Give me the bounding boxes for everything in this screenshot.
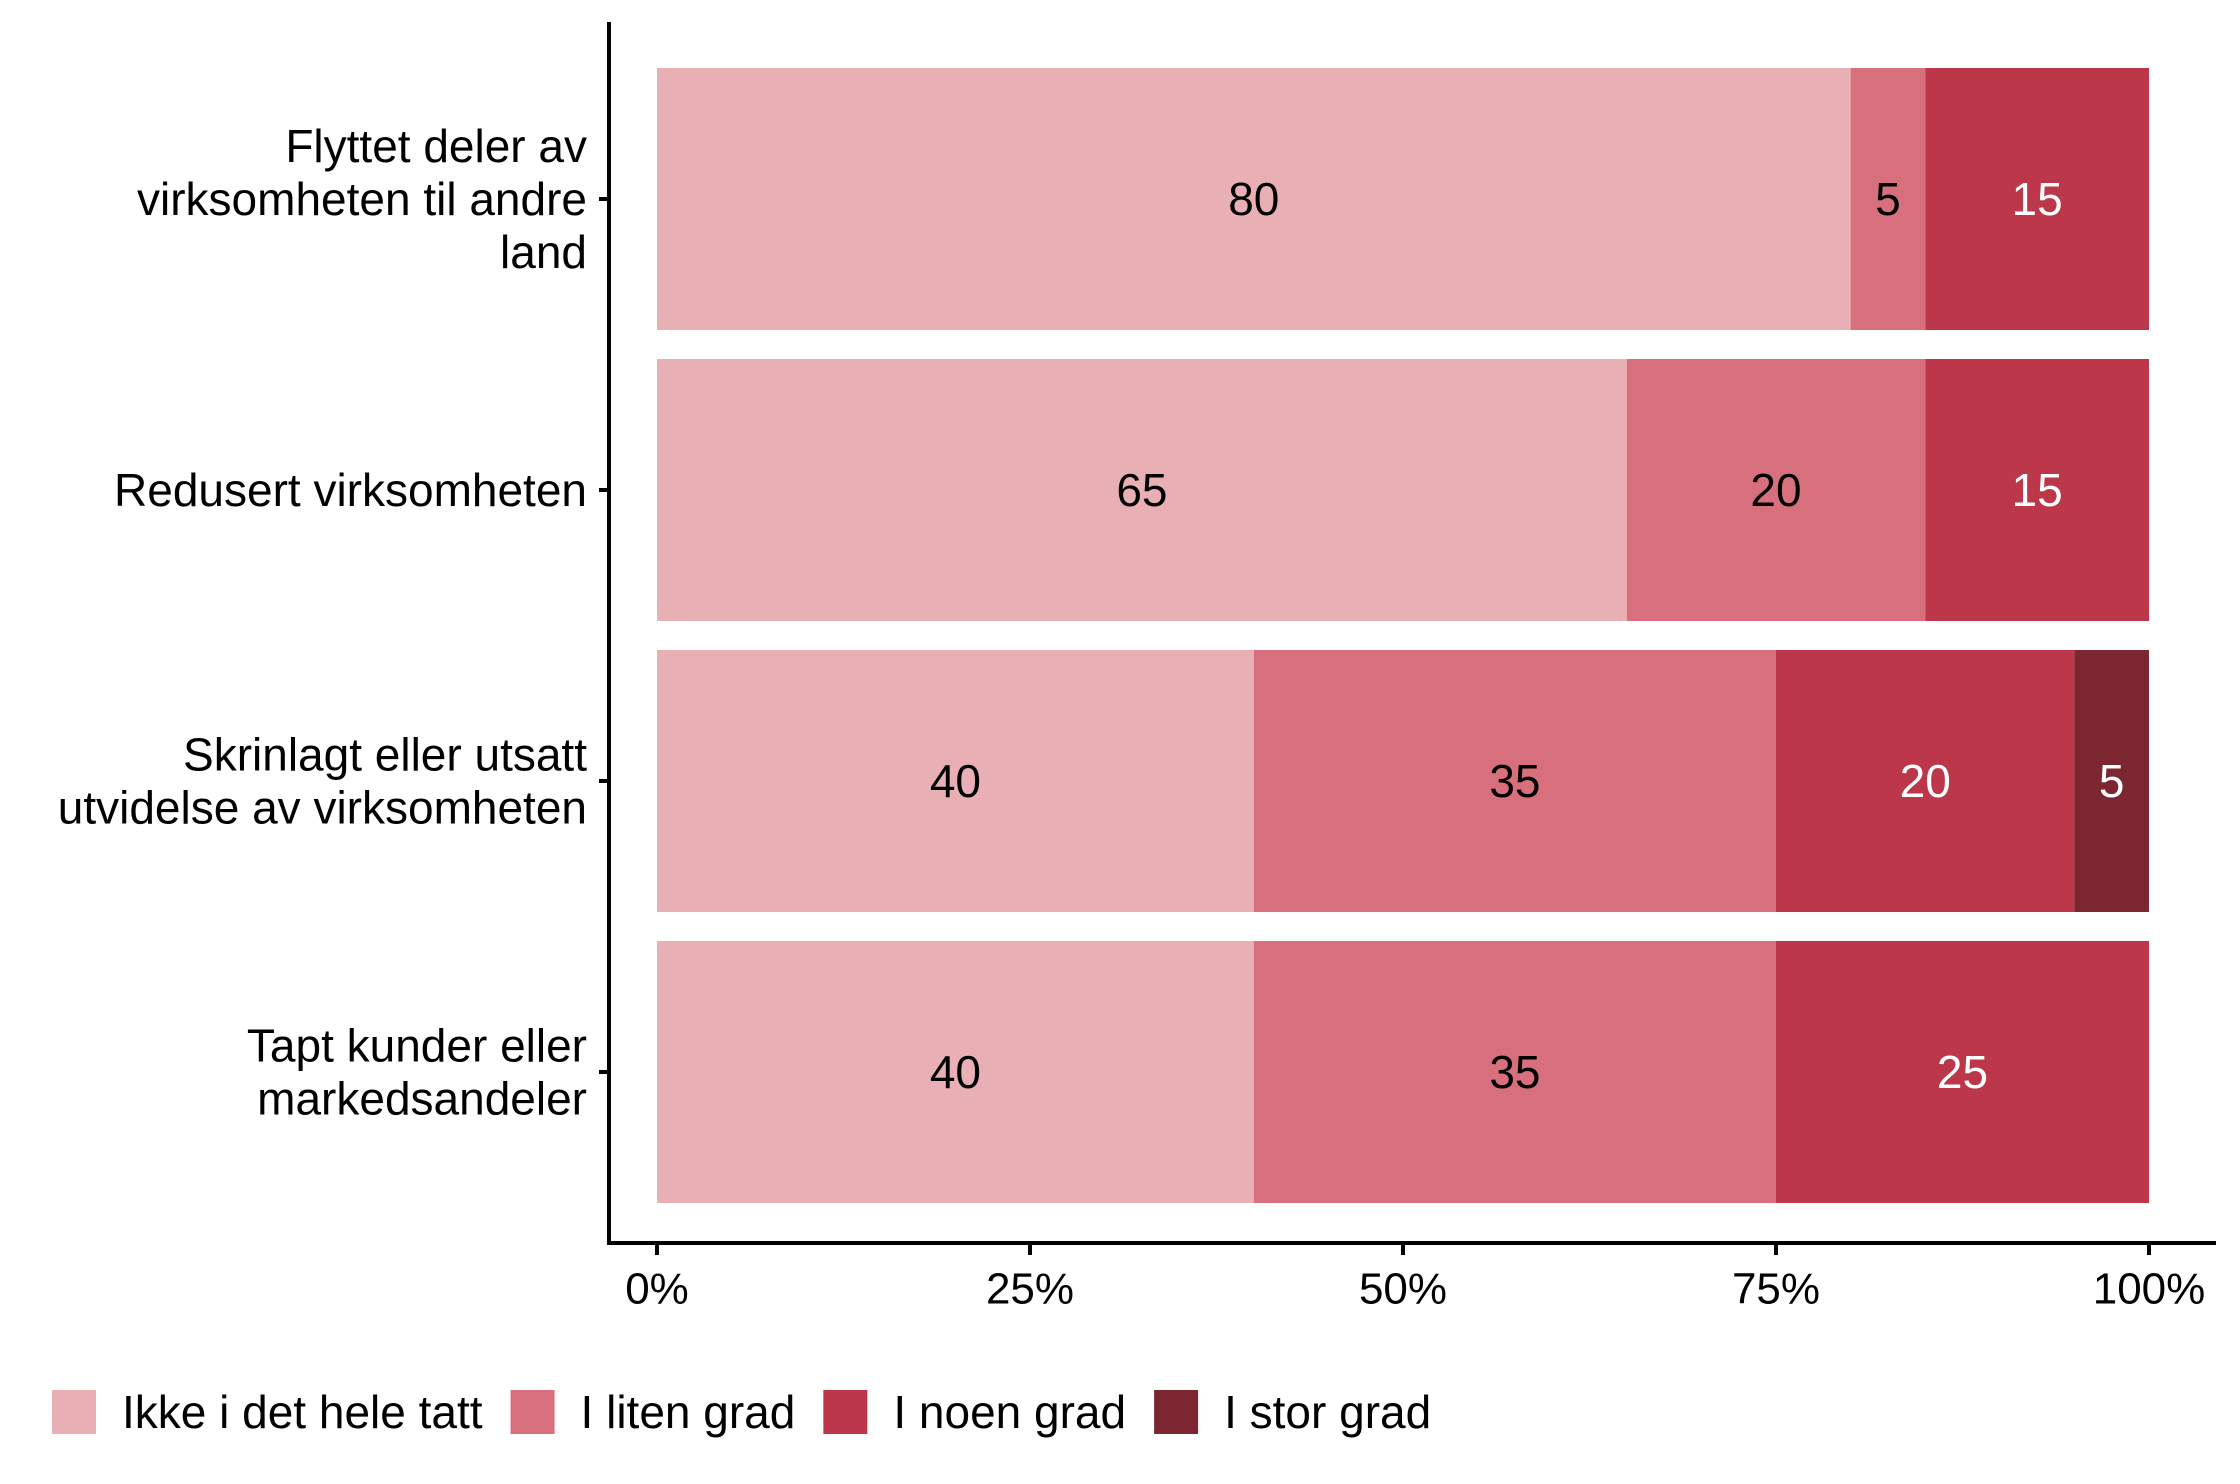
data-label: 15 <box>2012 464 2063 516</box>
legend-swatch <box>1154 1390 1199 1434</box>
bar-segment <box>657 68 1851 330</box>
bar-segment <box>1925 359 2149 621</box>
bar-segment <box>2074 650 2149 912</box>
x-axis-ticks-layer: 0% 25% 50% 75% 100% <box>625 1243 2205 1314</box>
x-tick-label: 100% <box>2093 1265 2206 1314</box>
data-label: 25 <box>1937 1046 1988 1098</box>
bar-segment <box>1776 650 2075 912</box>
bar-segment <box>657 359 1627 621</box>
legend-swatch <box>52 1390 96 1434</box>
category-label: Tapt kunder eller markedsandeler <box>247 1020 587 1125</box>
legend-swatch <box>510 1390 555 1434</box>
data-label: 80 <box>1228 173 1279 225</box>
bar-segment <box>1850 68 1926 330</box>
legend-label: Ikke i det hele tatt <box>122 1386 483 1438</box>
bars-layer <box>657 68 2149 1203</box>
data-label: 40 <box>930 1046 981 1098</box>
data-label: 15 <box>2012 173 2063 225</box>
legend-label: I noen grad <box>893 1386 1126 1438</box>
bar-segment <box>1776 941 2149 1203</box>
axes-layer <box>599 22 2216 1245</box>
data-label: 65 <box>1116 464 1167 516</box>
bar-segment <box>1253 941 1776 1203</box>
data-label: 20 <box>1900 755 1951 807</box>
data-label: 35 <box>1489 1046 1540 1098</box>
category-label: Redusert virksomheten <box>114 464 587 516</box>
legend: Ikke i det hele tatt I liten grad I noen g… <box>52 1386 1431 1438</box>
data-label: 5 <box>2099 755 2125 807</box>
x-tick-label: 25% <box>986 1265 1074 1314</box>
x-tick-label: 0% <box>625 1265 689 1314</box>
bar-segment <box>1253 650 1776 912</box>
bar-segment <box>1925 68 2149 330</box>
data-label: 20 <box>1750 464 1801 516</box>
x-tick-label: 75% <box>1732 1265 1820 1314</box>
legend-label: I stor grad <box>1224 1386 1431 1438</box>
category-label: Flyttet deler av virksomheten til andre la… <box>137 120 587 278</box>
bar-segment <box>657 941 1254 1203</box>
legend-label: I liten grad <box>581 1386 796 1438</box>
category-labels-layer: Flyttet deler av virksomheten til andre la… <box>58 120 587 1125</box>
category-label: Skrinlagt eller utsatt utvidelse av virks… <box>58 729 587 834</box>
data-label: 40 <box>930 755 981 807</box>
data-label: 5 <box>1875 173 1901 225</box>
bar-segment <box>657 650 1254 912</box>
x-tick-label: 50% <box>1359 1265 1447 1314</box>
data-label: 35 <box>1489 755 1540 807</box>
bar-segment <box>1626 359 1926 621</box>
bar-labels-layer: 80 5 15 65 20 15 40 35 20 5 40 35 25 <box>930 173 2125 1098</box>
legend-swatch <box>823 1390 868 1434</box>
